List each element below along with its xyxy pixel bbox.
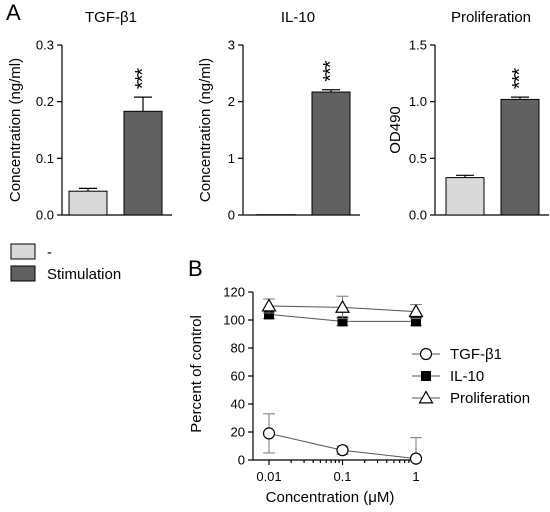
y-tick-label: 0: [228, 208, 235, 223]
legend-marker: [418, 390, 434, 404]
legend-label-control: -: [47, 244, 52, 261]
legend-label: IL-10: [450, 368, 484, 385]
bar-stimulation: [500, 98, 540, 216]
series-1: [263, 309, 422, 327]
legend-marker: [419, 347, 433, 361]
legend-label: TGF-β1: [450, 346, 502, 363]
x-tick-label: 1: [412, 469, 419, 484]
bar-stimulation: [123, 110, 163, 216]
y-tick-label: 0.2: [36, 94, 54, 109]
data-point: [409, 452, 423, 465]
y-tick-label: 80: [231, 341, 245, 356]
y-tick-label: 0.5: [409, 151, 427, 166]
inhibition-line-chart: Percent of control Concentration (μM) 0 2…: [188, 285, 530, 507]
data-point: [334, 299, 351, 313]
y-tick-label: 0.0: [36, 208, 54, 223]
x-tick-label: 0.01: [256, 469, 281, 484]
x-tick-label: 0.1: [333, 469, 351, 484]
data-point: [336, 444, 349, 457]
data-point: [264, 309, 274, 320]
legend-swatch-stimulation: [10, 265, 36, 282]
y-tick-label: 1.5: [409, 38, 427, 53]
data-point: [337, 316, 348, 327]
y-tick-label: 40: [231, 397, 245, 412]
legend-a: - Stimulation: [10, 243, 121, 283]
significance-annotation: ***: [509, 68, 531, 90]
series-0: [262, 413, 423, 465]
bar-control: [445, 177, 485, 216]
y-tick-label: 0: [238, 453, 245, 468]
il-10-bar-chart: IL-10 Concentration (ng/ml) 0 1 2 3 ***: [197, 9, 360, 223]
significance-annotation: ***: [320, 60, 342, 82]
y-tick-label: 3: [228, 38, 235, 53]
chart-title: IL-10: [281, 9, 315, 26]
y-tick-label: 20: [231, 425, 245, 440]
legend-b: TGF-β1 IL-10 Proliferation: [412, 346, 530, 407]
x-axis-label: Concentration (μM): [266, 489, 395, 506]
significance-annotation: ***: [132, 68, 154, 90]
data-point: [408, 303, 424, 318]
y-tick-label: 0.3: [36, 38, 54, 53]
legend-swatch-control: [10, 243, 36, 260]
data-point: [262, 427, 276, 440]
y-tick-label: 0.1: [36, 151, 54, 166]
chart-title: Proliferation: [451, 9, 531, 26]
bar-control: [68, 190, 108, 216]
data-point: [261, 298, 277, 312]
data-point: [411, 316, 421, 327]
y-tick-label: 1: [228, 151, 235, 166]
y-axis-label: Percent of control: [188, 315, 205, 433]
y-tick-label: 0.0: [409, 208, 427, 223]
panel-label-a: A: [6, 0, 21, 25]
y-tick-label: 1.0: [409, 94, 427, 109]
proliferation-bar-chart: Proliferation OD490 0.0 0.5 1.0 1.5 ***: [387, 9, 549, 223]
panel-label-b: B: [188, 256, 203, 281]
legend-label: Proliferation: [450, 390, 530, 407]
legend-marker: [421, 371, 431, 381]
y-tick-label: 2: [228, 94, 235, 109]
tgf-beta1-bar-chart: TGF-β1 Concentration (ng/ml) 0.0 0.1 0.2 0.…: [7, 9, 172, 223]
bar-stimulation: [311, 91, 351, 216]
series-2: [261, 295, 424, 320]
chart-title: TGF-β1: [85, 9, 137, 26]
y-tick-label: 60: [231, 369, 245, 384]
y-axis-label: Concentration (ng/ml): [197, 58, 214, 202]
y-axis-label: Concentration (ng/ml): [7, 58, 24, 202]
y-axis-label: OD490: [387, 106, 404, 154]
y-tick-label: 100: [223, 313, 245, 328]
legend-label-stimulation: Stimulation: [47, 266, 121, 283]
y-tick-label: 120: [223, 285, 245, 300]
